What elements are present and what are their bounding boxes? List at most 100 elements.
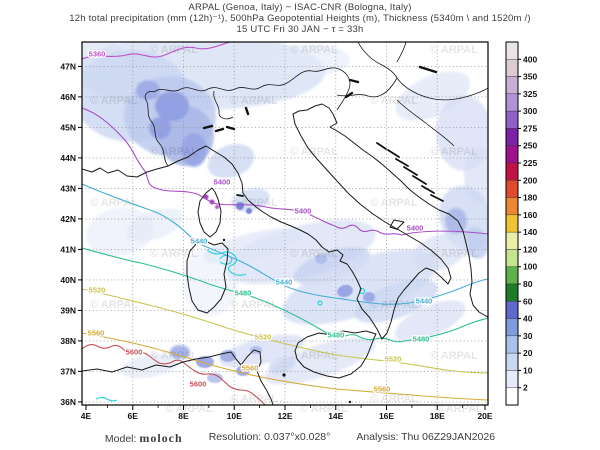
contour-label-5440: 5440 [191, 237, 208, 246]
contour-label-5520: 5520 [255, 333, 272, 342]
lon-tick-label: 6E [128, 411, 139, 421]
precip-patch [120, 353, 180, 379]
contour-5520 [82, 288, 488, 374]
lat-tick-label: 47N [60, 61, 76, 71]
contour-label-5560: 5560 [374, 385, 391, 394]
colorbar-segment [505, 301, 519, 319]
colorbar-label: 200 [523, 175, 537, 185]
colorbar-label: 40 [523, 314, 533, 324]
arpal-watermark: © ARPAL [430, 248, 478, 260]
lat-tick-label: 44N [60, 153, 76, 163]
contour-5600 [82, 343, 267, 405]
lon-tick-label: 10E [227, 411, 242, 421]
precip-patch [182, 248, 238, 316]
precipitation-layer [82, 42, 488, 385]
contour-label-5480: 5480 [328, 331, 345, 340]
precip-patch [354, 279, 438, 323]
precip-patch [463, 227, 488, 259]
precip-patch [207, 373, 223, 383]
title-line1: ARPAL (Genoa, Italy) − ISAC-CNR (Bologna… [188, 2, 412, 13]
contour-label-5600: 5600 [190, 380, 207, 389]
colorbar-label: 140 [523, 227, 537, 237]
colorbar-segment [505, 145, 519, 164]
colorbar-segment [505, 335, 519, 354]
precip-patch [445, 208, 467, 234]
resolution-info: Resolution: 0.037°x0.028° [209, 431, 331, 446]
colorbar-label: 60 [523, 296, 533, 306]
contour-labels: 5360 5400 5400 5400 5440 5440 5440 5480 5480 5480… [86, 48, 433, 395]
arpal-watermark: © ARPAL [90, 197, 138, 209]
colorbar-segment [505, 93, 519, 112]
colorbar-segment [505, 214, 519, 233]
colorbar-label: 120 [523, 244, 537, 254]
colorbar-label: 10 [523, 365, 533, 375]
contour-5440 [82, 183, 488, 305]
lat-tick-label: 43N [60, 183, 76, 193]
geopotential-contours [82, 42, 488, 405]
colorbar-label: 80 [523, 279, 533, 289]
colorbar-label: 30 [523, 331, 533, 341]
title-line3: 15 UTC Fri 30 JAN − τ = 33h [236, 24, 364, 35]
precip-patch [170, 345, 190, 359]
lat-tick-label: 39N [60, 305, 76, 315]
resolution-value: 0.037°x0.028° [264, 431, 331, 443]
arpal-watermark: © ARPAL [430, 350, 478, 362]
lat-tick-label: 40N [60, 275, 76, 285]
lon-tick-label: 16E [379, 411, 394, 421]
arpal-watermark: © ARPAL [290, 248, 338, 260]
small-island [348, 400, 352, 404]
lat-tick-label: 38N [60, 336, 76, 346]
colorbar-segment [505, 231, 519, 250]
precip-patch [293, 247, 371, 285]
colorbar-segment [505, 76, 519, 95]
arpal-watermark: © ARPAL [230, 197, 278, 209]
arpal-watermark: © ARPAL [150, 350, 198, 362]
contour-label-5440: 5440 [416, 297, 433, 306]
colorbar-segment [505, 197, 519, 216]
colorbar-label: 225 [523, 158, 537, 168]
precip-patch [394, 300, 466, 342]
colorbar-label: 180 [523, 193, 537, 203]
colorbar-segment [505, 128, 519, 146]
graticule [82, 42, 488, 405]
precip-patch [246, 208, 252, 214]
lon-tick-label: 8E [178, 411, 189, 421]
colorbar-segment [505, 162, 519, 181]
lat-tick-label: 46N [60, 92, 76, 102]
colorbar-segment [505, 249, 519, 267]
colorbar-segment [505, 180, 519, 198]
colorbar-segment [505, 370, 519, 388]
colorbar-segment [505, 110, 519, 129]
contour-label-5360: 5360 [89, 50, 106, 59]
small-island [222, 238, 226, 242]
contour-5560 [82, 332, 488, 401]
analysis-info: Analysis: Thu 06Z29JAN2026 [356, 431, 495, 446]
arpal-watermark: © ARPAL [90, 95, 138, 107]
contour-label-5600: 5600 [126, 348, 143, 357]
arpal-watermark: © ARPAL [290, 350, 338, 362]
colorbar-label: 100 [523, 262, 537, 272]
precip-patch [86, 207, 154, 257]
precip-patch [207, 143, 255, 179]
colorbar-label: 160 [523, 210, 537, 220]
model-info: Model: moloch [105, 431, 183, 446]
arpal-watermark: © ARPAL [370, 95, 418, 107]
footer: Model: moloch Resolution: 0.037°x0.028° … [0, 431, 600, 446]
arpal-watermark: © ARPAL [300, 403, 348, 415]
arpal-watermark: © ARPAL [150, 248, 198, 260]
arpal-watermark: © ARPAL [150, 44, 198, 56]
watermark-layer: © ARPAL © ARPAL © ARPAL © ARPAL © ARPAL © ARP… [90, 44, 478, 405]
colorbar-label: 20 [523, 348, 533, 358]
precip-patch [363, 292, 375, 302]
arpal-watermark: © ARPAL [290, 146, 338, 158]
precip-patch [315, 254, 327, 264]
contour-label-5400: 5400 [295, 207, 312, 216]
arpal-watermark: © ARPAL [290, 44, 338, 56]
resolution-label: Resolution: [208, 431, 262, 443]
lat-tick-label: 41N [60, 244, 76, 254]
contour-5400 [82, 107, 488, 236]
arpal-watermark: © ARPAL [370, 299, 418, 311]
map-inner: © ARPAL © ARPAL © ARPAL © ARPAL © ARPAL © ARP… [82, 42, 488, 405]
arpal-watermark: © ARPAL [370, 197, 418, 209]
arpal-watermark: © ARPAL [435, 403, 483, 415]
